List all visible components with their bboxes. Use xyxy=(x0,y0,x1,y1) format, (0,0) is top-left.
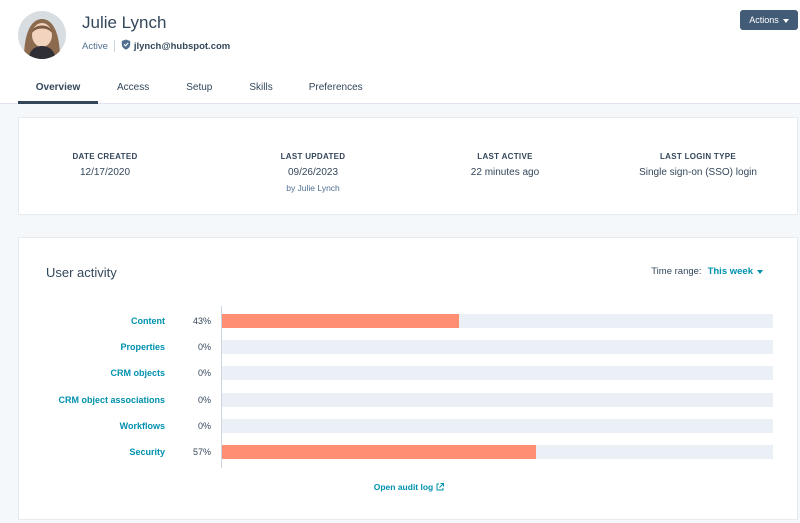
last-login-type: LAST LOGIN TYPE Single sign-on (SSO) log… xyxy=(618,152,778,178)
bar-track xyxy=(222,393,773,407)
stat-label: DATE CREATED xyxy=(72,152,138,161)
bar-fill xyxy=(222,445,537,459)
bar-fill xyxy=(222,314,459,328)
external-link-icon xyxy=(436,483,445,491)
tab-setup[interactable]: Setup xyxy=(186,82,213,93)
row-label[interactable]: Workflows xyxy=(119,421,165,431)
actions-button[interactable]: Actions xyxy=(740,10,798,30)
status-line: Active jlynch@hubspot.com xyxy=(82,39,230,53)
stat-label: LAST LOGIN TYPE xyxy=(659,152,737,161)
row-percent: 43% xyxy=(192,316,211,326)
stat-value: 12/17/2020 xyxy=(79,167,131,178)
status-text: Active xyxy=(82,40,108,52)
bar-track xyxy=(222,419,773,433)
activity-row: Properties 0% xyxy=(19,340,799,354)
row-percent: 0% xyxy=(197,368,211,378)
caret-down-icon xyxy=(782,15,789,25)
activity-row: Workflows 0% xyxy=(19,419,799,433)
stat-sub: by Julie Lynch xyxy=(286,183,340,193)
bar-track xyxy=(222,445,773,459)
row-percent: 0% xyxy=(197,421,211,431)
date-created: DATE CREATED 12/17/2020 xyxy=(25,152,185,178)
row-label[interactable]: Security xyxy=(129,447,165,457)
bar-track xyxy=(222,340,773,354)
activity-row: CRM object associations 0% xyxy=(19,393,799,407)
activity-row: CRM objects 0% xyxy=(19,366,799,380)
audit-link-label: Open audit log xyxy=(373,482,434,492)
row-label[interactable]: Properties xyxy=(120,342,165,352)
row-percent: 57% xyxy=(192,447,211,457)
tab-bar: Overview Access Setup Skills Preferences xyxy=(18,72,363,104)
user-activity-card: User activity Time range: This week Cont… xyxy=(18,237,798,520)
last-active: LAST ACTIVE 22 minutes ago xyxy=(425,152,585,178)
stat-value: Single sign-on (SSO) login xyxy=(639,167,757,178)
caret-down-icon xyxy=(757,266,763,277)
stat-value: 22 minutes ago xyxy=(470,167,540,178)
avatar xyxy=(18,11,66,59)
user-email: jlynch@hubspot.com xyxy=(133,40,231,52)
tab-preferences[interactable]: Preferences xyxy=(308,82,363,93)
axis-line xyxy=(221,306,222,468)
activity-row: Security 57% xyxy=(19,445,799,459)
stat-label: LAST UPDATED xyxy=(280,152,346,161)
tab-overview[interactable]: Overview xyxy=(18,72,98,104)
row-label[interactable]: Content xyxy=(131,316,165,326)
open-audit-log-link[interactable]: Open audit log xyxy=(19,482,799,492)
stat-value: 09/26/2023 xyxy=(287,167,339,178)
row-label[interactable]: CRM objects xyxy=(110,368,165,378)
row-label[interactable]: CRM object associations xyxy=(58,395,165,405)
shield-icon xyxy=(121,39,131,53)
user-name: Julie Lynch xyxy=(82,13,167,32)
row-percent: 0% xyxy=(197,342,211,352)
actions-button-label: Actions xyxy=(749,15,779,25)
last-updated: LAST UPDATED 09/26/2023 by Julie Lynch xyxy=(233,152,393,193)
divider xyxy=(113,40,115,52)
section-title: User activity xyxy=(46,265,117,280)
bar-track xyxy=(222,366,773,380)
profile-header: Julie Lynch Active jlynch@hubspot.com Ac… xyxy=(0,0,800,104)
time-range: Time range: This week xyxy=(651,266,763,277)
row-percent: 0% xyxy=(197,395,211,405)
tab-access[interactable]: Access xyxy=(117,82,150,93)
time-range-label: Time range: xyxy=(651,266,702,277)
dates-card: DATE CREATED 12/17/2020 LAST UPDATED 09/… xyxy=(18,117,798,215)
time-range-value: This week xyxy=(707,266,753,277)
activity-row: Content 43% xyxy=(19,314,799,328)
bar-track xyxy=(222,314,773,328)
time-range-dropdown[interactable]: This week xyxy=(708,266,763,277)
stat-label: LAST ACTIVE xyxy=(477,152,533,161)
tab-skills[interactable]: Skills xyxy=(249,82,273,93)
